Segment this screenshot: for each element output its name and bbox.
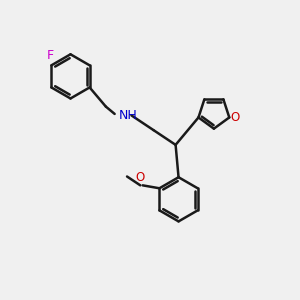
Text: NH: NH	[119, 109, 138, 122]
Text: O: O	[231, 111, 240, 124]
Text: O: O	[136, 171, 145, 184]
Text: F: F	[46, 49, 53, 62]
